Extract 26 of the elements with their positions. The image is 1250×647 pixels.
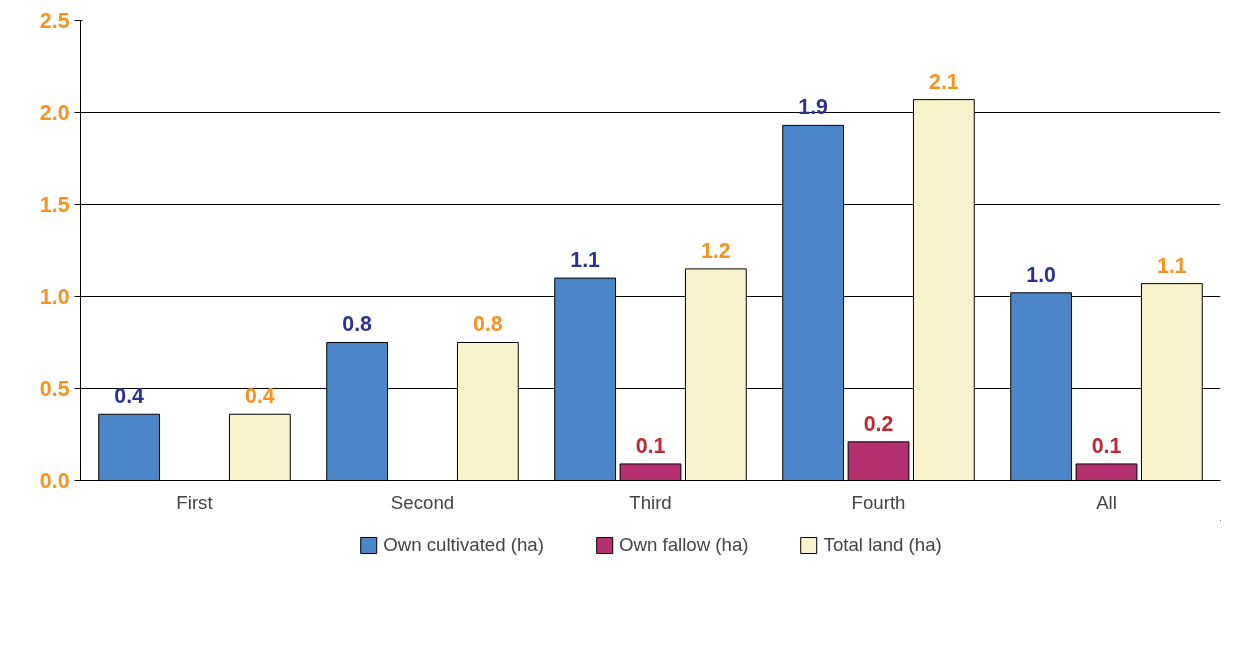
data-label: 1.1 (1157, 253, 1187, 278)
legend-label: Own fallow (ha) (618, 534, 749, 556)
legend-label: Total land (ha) (823, 534, 942, 556)
data-label: 0.2 (863, 411, 894, 436)
x-tick-label: Second (390, 491, 455, 513)
x-tick-label: First (176, 491, 214, 513)
data-label: 0.4 (245, 384, 275, 409)
data-label: 0.4 (114, 384, 145, 409)
data-label: 0.1 (1091, 433, 1122, 458)
x-tick-label: All (1096, 491, 1117, 513)
y-tick-label: 1.0 (39, 285, 70, 309)
data-label: 1.1 (570, 248, 601, 273)
y-tick-label: 2.5 (39, 9, 70, 33)
x-tick-label: Third (629, 491, 672, 513)
data-label: 2.1 (929, 69, 959, 94)
data-label: 0.1 (635, 433, 666, 458)
data-label: 0.8 (473, 312, 503, 337)
y-tick-label: 2.0 (39, 101, 70, 125)
y-tick-label: 0.5 (39, 377, 70, 401)
y-tick-label: 1.5 (39, 193, 70, 217)
y-tick-label: 0.0 (39, 469, 70, 493)
data-label: 0.8 (342, 312, 373, 337)
data-label: 1.2 (701, 238, 731, 263)
x-tick-label: Fourth (851, 491, 906, 513)
data-label: 1.0 (1026, 262, 1056, 287)
legend-label: Own cultivated (ha) (383, 534, 544, 556)
